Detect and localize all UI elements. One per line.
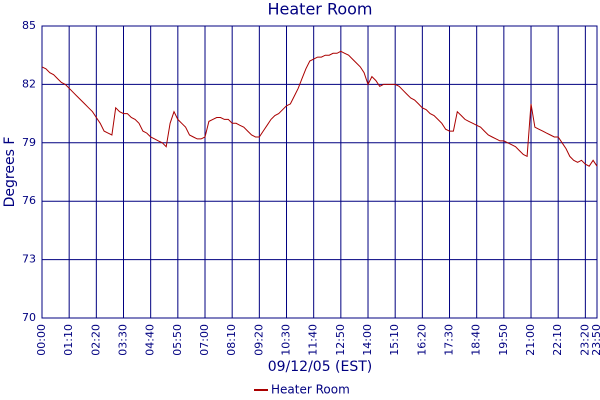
x-tick-label: 18:40 xyxy=(470,324,483,356)
x-tick-label: 23:50 xyxy=(590,324,600,356)
x-tick-label: 21:00 xyxy=(524,324,537,356)
x-tick-label: 03:30 xyxy=(117,324,130,356)
y-tick-label: 76 xyxy=(22,194,36,207)
x-tick-label: 22:10 xyxy=(551,324,564,356)
x-tick-label: 01:10 xyxy=(62,324,75,356)
y-tick-label: 82 xyxy=(22,77,36,90)
x-tick-label: 15:10 xyxy=(388,324,401,356)
x-tick-label: 02:20 xyxy=(89,324,102,356)
x-tick-label: 05:50 xyxy=(171,324,184,356)
x-tick-label: 17:30 xyxy=(443,324,456,356)
legend-label: Heater Room xyxy=(271,383,350,397)
x-tick-label: 19:50 xyxy=(497,324,510,356)
x-tick-label: 11:40 xyxy=(307,324,320,356)
y-axis-label: Degrees F xyxy=(2,137,18,208)
x-tick-label: 23:20 xyxy=(578,324,591,356)
plot-area xyxy=(41,25,598,319)
y-tick-label: 70 xyxy=(22,311,36,324)
x-axis-label: 09/12/05 (EST) xyxy=(268,359,373,375)
x-tick-label: 04:40 xyxy=(144,324,157,356)
y-tick-label: 79 xyxy=(22,136,36,149)
y-tick-label: 85 xyxy=(22,19,36,32)
x-tick-label: 14:00 xyxy=(361,324,374,356)
x-tick-label: 12:50 xyxy=(334,324,347,356)
data-line xyxy=(41,50,598,167)
x-tick-label: 09:20 xyxy=(252,324,265,356)
x-tick-label: 16:20 xyxy=(415,324,428,356)
y-tick-label: 73 xyxy=(22,253,36,266)
x-tick-label: 10:30 xyxy=(280,324,293,356)
x-tick-label: 07:00 xyxy=(198,324,211,356)
chart-title: Heater Room xyxy=(267,0,372,19)
x-tick-label: 00:00 xyxy=(35,324,48,356)
x-tick-label: 08:10 xyxy=(225,324,238,356)
